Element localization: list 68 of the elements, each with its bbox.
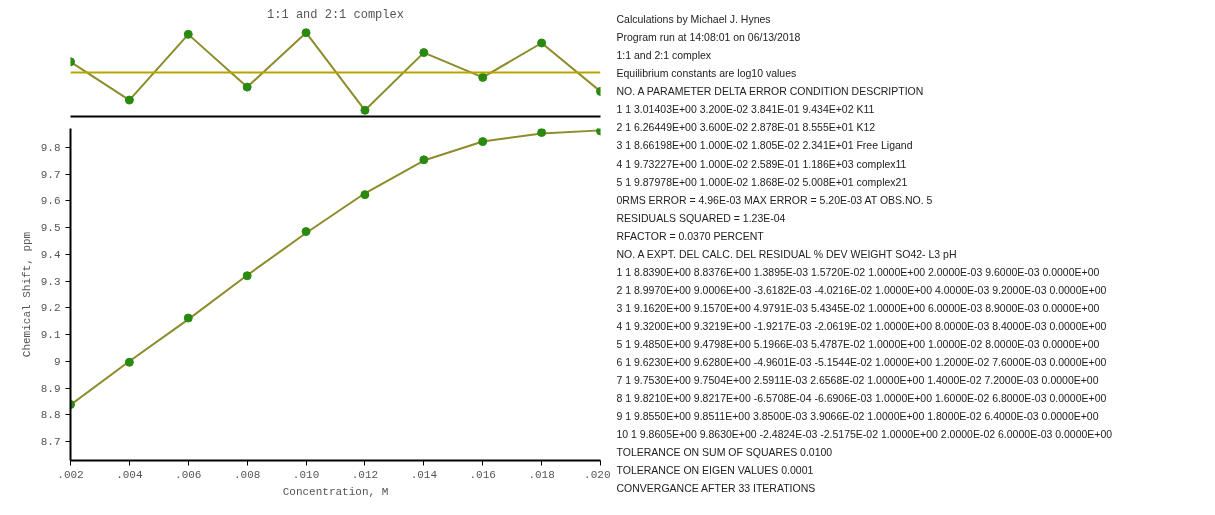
y-tick-label: 9.5 [40,222,61,235]
text: CONVERGANCE AFTER 33 ITERATIONS [616,482,816,495]
point [419,48,429,58]
text: 4 1 9.3200E+00 9.3219E+00 -1.9217E-03 -2.0619E-02 1.0000E+00 8.0000E-03 8.4000E-03 0.0000E+00 [616,319,1107,332]
text: 2 1 8.9970E+00 9.0006E+00 -3.6182E-03 -4.0216E-02 1.0000E+00 4.0000E-03 9.2000E-03 0.0000E+00 [616,283,1107,296]
point [183,313,193,323]
y-tick-label: 9.1 [40,329,61,342]
x-tick-label: .008 [233,468,261,481]
y-tick-label: 9 [53,355,61,368]
y-tick-label: 8.9 [40,382,61,395]
point [360,190,370,200]
point [242,82,252,92]
point [124,357,134,367]
point [242,271,252,281]
y-tick-label: 9.4 [40,248,61,261]
text: 5 1 9.4850E+00 9.4798E+00 5.1966E-03 5.4787E-02 1.0000E+00 1.0000E-02 8.0000E-03 0.0000E+00 [616,338,1100,351]
text: 1:1 and 2:1 complex [616,49,712,62]
text: 1 1 3.01403E+00 3.200E-02 3.841E-01 9.434E+02 K11 [616,103,875,116]
x-tick-label: .010 [292,468,320,481]
text: 2 1 6.26449E+00 3.600E-02 2.878E-01 8.555E+01 K12 [616,121,876,134]
text: 7 1 9.7530E+00 9.7504E+00 2.5911E-03 2.6568E-02 1.0000E+00 1.4000E-02 7.2000E-03 0.0000E+00 [616,374,1099,387]
point [478,137,488,147]
point [124,95,134,105]
x-tick-label: .016 [469,468,496,481]
point [419,155,429,165]
text: 5 1 9.87978E+00 1.000E-02 1.868E-02 5.008E+01 complex21 [616,175,908,188]
text: 4 1 9.73227E+00 1.000E-02 2.589E-01 1.186E+03 complex11 [616,157,907,170]
text: 1 1 8.8390E+00 8.8376E+00 1.3895E-03 1.5720E-02 1.0000E+00 2.0000E-03 9.6000E-03 0.0000E+00 [616,265,1100,278]
x-tick-label: .014 [410,468,438,481]
x-tick-label: .004 [116,468,143,481]
point [301,28,311,38]
text: Program run at 14:08:01 on 06/13/2018 [616,31,801,44]
y-tick-label: 9.7 [40,168,61,181]
text: 8 1 9.8210E+00 9.8217E+00 -6.5708E-04 -6.6906E-03 1.0000E+00 1.6000E-02 6.8000E-03 0.0000E+00 [616,392,1107,405]
chart-title: 1:1 and 2:1 complex [267,7,404,22]
point [183,29,193,39]
text: 3 1 9.1620E+00 9.1570E+00 4.9791E-03 5.4345E-02 1.0000E+00 6.0000E-03 8.9000E-03 0.0000E+00 [616,301,1100,314]
text: 10 1 9.8605E+00 9.8630E+00 -2.4824E-03 -2.5175E-02 1.0000E+00 2.0000E-02 6.0000E-03 0.0000E+00 [616,428,1113,441]
text: TOLERANCE ON EIGEN VALUES 0.0001 [616,464,814,477]
text: 3 1 8.66198E+00 1.000E-02 1.805E-02 2.341E+01 Free Ligand [616,139,913,152]
point [478,72,488,82]
x-tick-label: .018 [528,468,555,481]
y-tick-label: 9.8 [40,141,61,154]
y-tick-label: 8.8 [40,409,61,422]
text: 9 1 9.8550E+00 9.8511E+00 3.8500E-03 3.9066E-02 1.0000E+00 1.8000E-02 6.4000E-03 0.0000E+00 [616,410,1099,423]
text: Calculations by Michael J. Hynes [616,13,771,26]
y-tick-label: 9.2 [40,302,61,315]
y-tick-label: 9.3 [40,275,61,288]
text: RFACTOR = 0.0370 PERCENT [616,229,765,242]
point [360,105,370,115]
x-tick-label: .020 [584,468,611,481]
text: RESIDUALS SQUARED = 1.23E-04 [616,211,786,224]
x-tick-label: .012 [351,468,379,481]
point [537,128,547,138]
point [301,227,311,237]
text: TOLERANCE ON SUM OF SQUARES 0.0100 [616,446,833,459]
y-tick-label: 9.6 [40,195,61,208]
text: 6 1 9.6230E+00 9.6280E+00 -4.9601E-03 -5.1544E-02 1.0000E+00 1.2000E-02 7.6000E-03 0.0000E+00 [616,356,1107,369]
y-axis-title: Chemical Shift, ppm [20,231,33,358]
text: 0RMS ERROR = 4.96E-03 MAX ERROR = 5.20E-03 AT OBS.NO. 5 [616,193,933,206]
text: Equilibrium constants are log10 values [616,67,797,80]
y-tick-label: 8.7 [40,436,61,449]
x-tick-label: .006 [175,468,202,481]
point [537,38,547,48]
x-tick-label: .002 [57,468,84,481]
text: NO. A EXPT. DEL CALC. DEL RESIDUAL % DEV WEIGHT SO42- L3 pH [616,247,957,260]
text: NO. A PARAMETER DELTA ERROR CONDITION DESCRIPTION [616,85,924,98]
x-axis-title: Concentration, M [282,485,389,498]
